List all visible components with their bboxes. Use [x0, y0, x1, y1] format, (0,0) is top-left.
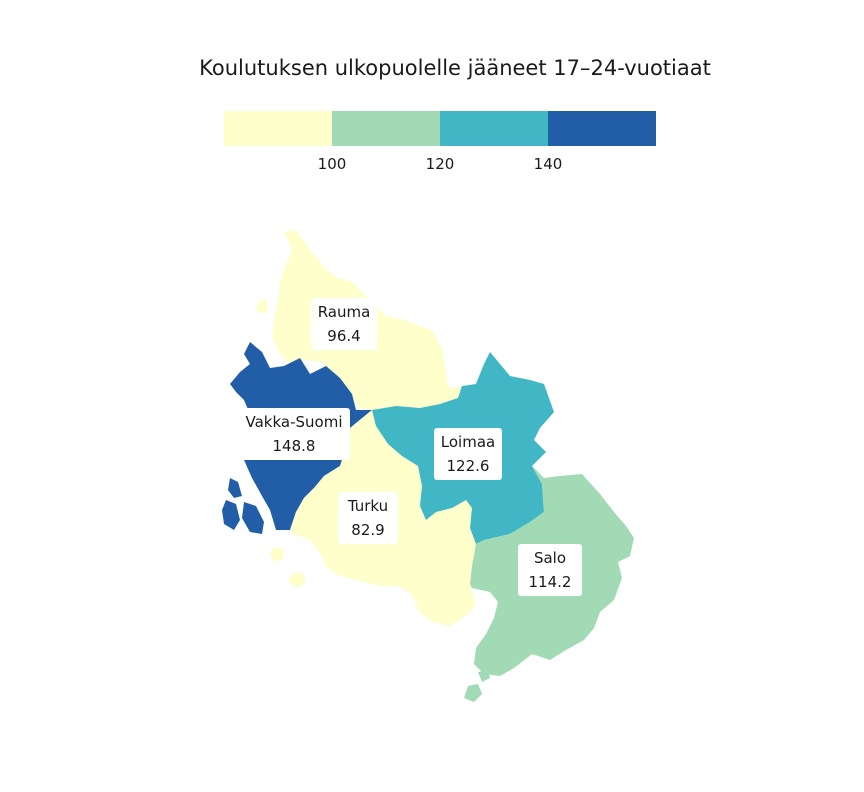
label-turku: Turku 82.9 — [338, 492, 398, 544]
legend-tick-120: 120 — [425, 155, 455, 173]
legend-bin-1 — [224, 111, 332, 146]
region-vakka-suomi-isle-3 — [228, 478, 242, 498]
label-loimaa-value: 122.6 — [447, 457, 490, 475]
label-rauma: Rauma 96.4 — [311, 298, 377, 350]
label-salo: Salo 114.2 — [518, 544, 582, 596]
region-rauma-islet — [256, 298, 268, 314]
label-loimaa-name: Loimaa — [441, 433, 495, 451]
region-salo-isle-2 — [478, 670, 490, 682]
region-turku-isle-1 — [288, 572, 306, 588]
label-rauma-value: 96.4 — [327, 327, 360, 345]
legend-bin-2 — [332, 111, 440, 146]
color-legend — [224, 111, 656, 146]
label-loimaa: Loimaa 122.6 — [434, 428, 502, 480]
region-turku-isle-2 — [270, 548, 284, 562]
map-title: Koulutuksen ulkopuolelle jääneet 17–24-v… — [199, 56, 711, 80]
label-vakka-suomi-name: Vakka-Suomi — [246, 413, 343, 431]
legend-tick-100: 100 — [317, 155, 347, 173]
region-vakka-suomi-isle-2 — [222, 500, 240, 530]
label-vakka-suomi: Vakka-Suomi 148.8 — [238, 408, 350, 460]
legend-tick-140: 140 — [533, 155, 563, 173]
label-salo-name: Salo — [534, 549, 566, 567]
label-turku-name: Turku — [347, 497, 388, 515]
label-salo-value: 114.2 — [529, 573, 572, 591]
legend-bin-4 — [548, 111, 656, 146]
region-salo-isle-1 — [464, 684, 482, 702]
region-vakka-suomi-isle-1 — [242, 502, 264, 534]
label-turku-value: 82.9 — [351, 521, 384, 539]
legend-bin-3 — [440, 111, 548, 146]
label-rauma-name: Rauma — [318, 303, 371, 321]
label-vakka-suomi-value: 148.8 — [273, 437, 316, 455]
